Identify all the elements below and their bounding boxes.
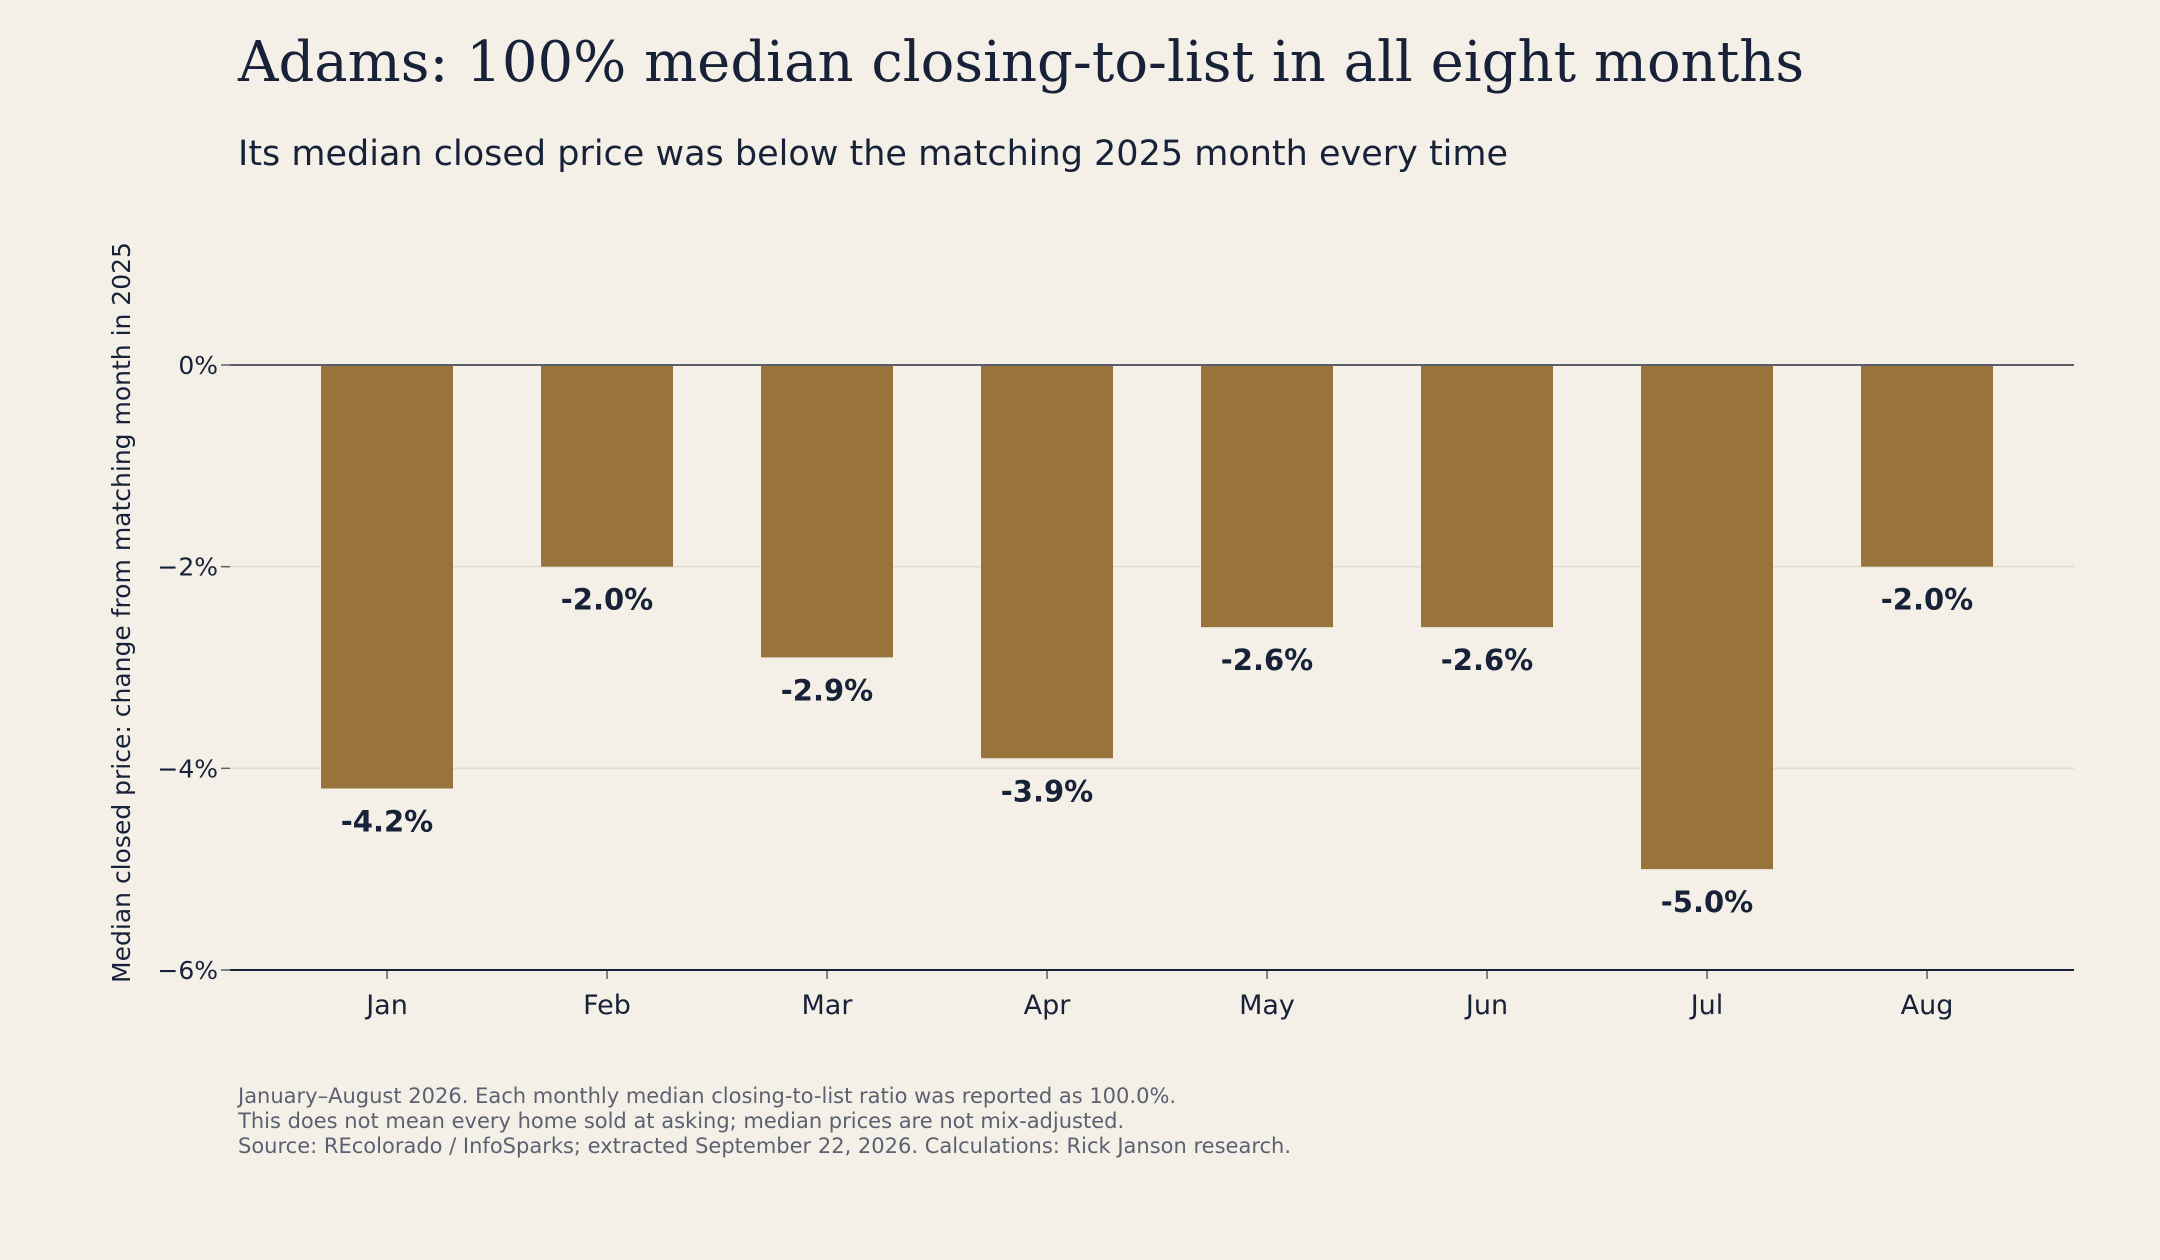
- y-axis-label: Median closed price: change from matchin…: [107, 242, 136, 983]
- y-tick-label: −6%: [157, 956, 218, 985]
- x-tick-label: Jun: [1464, 990, 1508, 1021]
- bar-apr: [981, 365, 1113, 759]
- x-tick-label: Mar: [802, 990, 854, 1021]
- data-label: -2.6%: [1441, 643, 1533, 677]
- chart-title: Adams: 100% median closing-to-list in al…: [238, 30, 1805, 95]
- bar-jul: [1641, 365, 1773, 870]
- data-label: -5.0%: [1661, 885, 1753, 919]
- bar-aug: [1861, 365, 1993, 567]
- data-label: -2.0%: [1881, 583, 1973, 617]
- source-note: Source: REcolorado / InfoSparks; extract…: [238, 1134, 1292, 1158]
- x-tick-label: Apr: [1024, 990, 1072, 1021]
- data-label: -2.0%: [561, 583, 653, 617]
- footnotes: January–August 2026. Each monthly median…: [238, 1084, 1291, 1159]
- chart-subtitle: Its median closed price was below the ma…: [238, 134, 1509, 174]
- data-label: -3.9%: [1001, 774, 1093, 808]
- labels: 0% −2% −4% −6% -4.2% Jan -2.0% Feb -2.9% Mar -3.9%…: [107, 242, 1973, 1021]
- y-tick-label: −2%: [157, 553, 218, 582]
- bars: [321, 365, 1993, 870]
- y-tick-label: 0%: [178, 351, 218, 380]
- gridlines: [230, 565, 2074, 770]
- y-tick-label: −4%: [157, 754, 218, 783]
- footnote-line: This does not mean every home sold at as…: [238, 1109, 1125, 1133]
- x-tick-label: May: [1239, 990, 1295, 1021]
- bar-mar: [761, 365, 893, 658]
- x-tick-label: Jan: [364, 990, 408, 1021]
- bar-feb: [541, 365, 673, 567]
- x-tick-label: Aug: [1901, 990, 1954, 1021]
- data-label: -2.9%: [781, 673, 873, 707]
- bar-jan: [321, 365, 453, 789]
- bar-may: [1201, 365, 1333, 628]
- axes: [221, 364, 2074, 979]
- x-tick-label: Feb: [583, 990, 631, 1021]
- bar-jun: [1421, 365, 1553, 628]
- data-label: -2.6%: [1221, 643, 1313, 677]
- data-label: -4.2%: [341, 805, 433, 839]
- footnote-line: January–August 2026. Each monthly median…: [238, 1084, 1177, 1108]
- x-tick-label: Jul: [1689, 990, 1724, 1021]
